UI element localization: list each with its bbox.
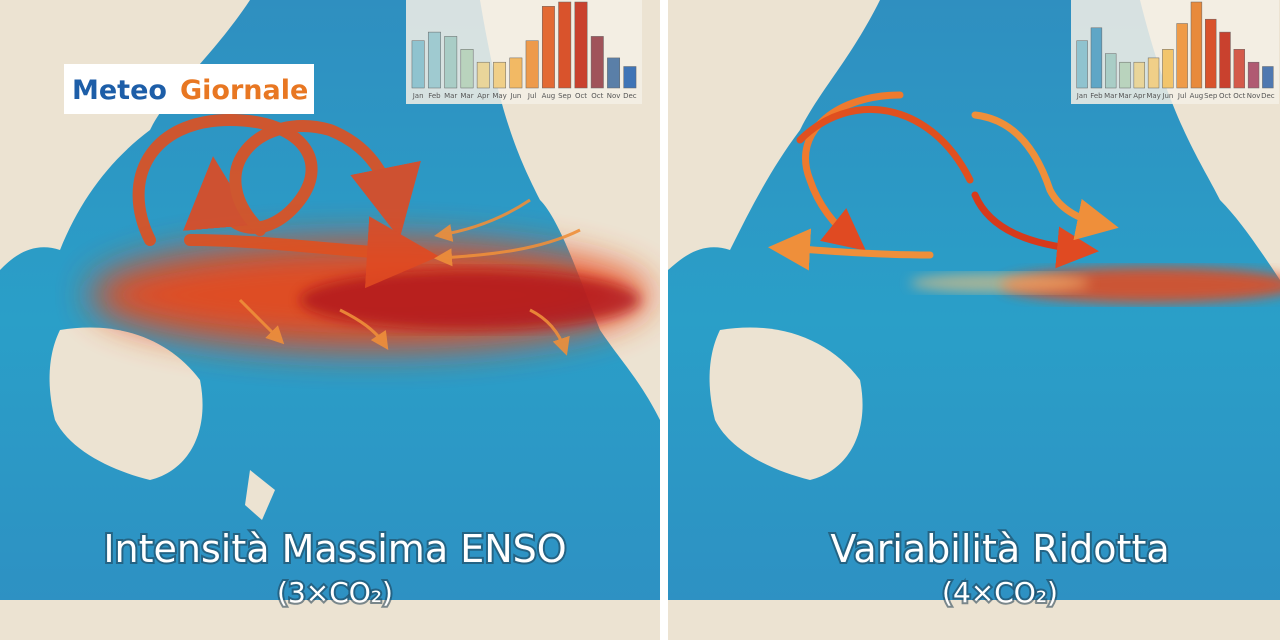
caption: Variabilità Ridotta — [830, 527, 1169, 571]
month-label: Apr — [1133, 92, 1145, 100]
mini-bar — [1205, 18, 1217, 89]
mini-bar — [1090, 27, 1103, 89]
month-label: Oct — [575, 92, 587, 100]
month-label: Nov — [607, 92, 621, 100]
mini-bar — [1147, 57, 1160, 89]
logo-box — [64, 64, 314, 114]
mini-bar — [1190, 1, 1203, 89]
month-label: Mar — [460, 92, 473, 100]
month-label: May — [492, 92, 506, 100]
month-label: Oct — [591, 92, 603, 100]
divider — [660, 0, 668, 640]
month-label: Jan — [1076, 92, 1088, 100]
left-map — [0, 0, 660, 640]
month-label: Jun — [1161, 92, 1173, 100]
mini-bar — [541, 6, 555, 89]
mini-bar — [427, 31, 441, 89]
mini-bar — [444, 36, 458, 89]
month-label: Jul — [527, 92, 537, 100]
right-map — [668, 0, 1280, 640]
mini-chart-bg — [1071, 0, 1279, 104]
mini-bar — [1176, 23, 1188, 89]
mini-bar — [509, 57, 523, 89]
month-label: Jul — [1177, 92, 1187, 100]
month-label: Feb — [428, 92, 441, 100]
month-label: Aug — [1190, 92, 1204, 100]
subcaption: (4×CO₂) — [942, 576, 1058, 609]
mini-bar — [623, 66, 637, 89]
logo-word: Giornale — [180, 75, 308, 106]
mini-bar — [1119, 61, 1131, 89]
mini-bar — [493, 61, 507, 89]
mini-bar — [607, 57, 621, 89]
mini-bar — [1076, 40, 1088, 89]
month-label: Dec — [623, 92, 637, 100]
caption: Intensità Massima ENSO — [103, 527, 566, 571]
month-label: Mar — [1104, 92, 1117, 100]
logo: Meteo Giornale — [64, 64, 314, 114]
month-label: Mar — [1118, 92, 1131, 100]
month-label: Dec — [1261, 92, 1275, 100]
mini-bar — [1233, 49, 1245, 89]
month-label: Apr — [477, 92, 489, 100]
month-label: Oct — [1233, 92, 1245, 100]
month-label: Nov — [1247, 92, 1261, 100]
subcaption: (3×CO₂) — [277, 576, 393, 609]
mini-bar — [525, 40, 539, 89]
mini-bar — [1247, 61, 1260, 89]
mini-bar — [1219, 31, 1231, 89]
mini-bar — [1133, 61, 1145, 89]
mini-bar — [574, 1, 588, 89]
month-label: Jan — [412, 92, 424, 100]
month-label: Jun — [509, 92, 521, 100]
mini-bar — [1105, 53, 1117, 89]
logo-word: Meteo — [72, 75, 167, 106]
month-label: Sep — [558, 92, 572, 100]
mini-bar — [460, 49, 474, 89]
month-label: Oct — [1219, 92, 1231, 100]
mini-bar — [590, 36, 604, 89]
month-label: May — [1146, 92, 1160, 100]
mini-bar — [411, 40, 425, 89]
mini-chart-bg — [406, 0, 642, 104]
month-label: Sep — [1204, 92, 1218, 100]
month-label: Feb — [1090, 92, 1103, 100]
month-label: Aug — [542, 92, 556, 100]
mini-bar — [1162, 49, 1174, 89]
month-label: Mar — [444, 92, 457, 100]
mini-bar — [1262, 66, 1274, 89]
mini-bar — [558, 1, 572, 89]
mini-bar — [476, 61, 490, 89]
